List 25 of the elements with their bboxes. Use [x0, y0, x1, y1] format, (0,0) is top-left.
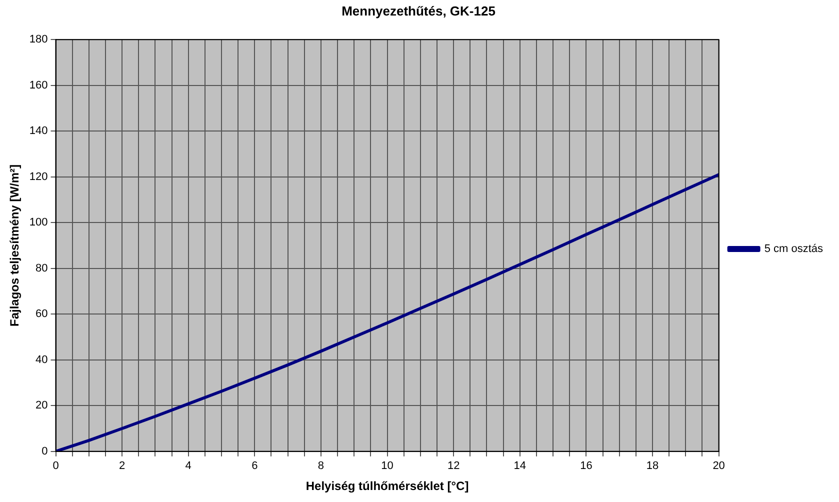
y-tick-label: 80 — [36, 262, 48, 274]
y-tick-label: 40 — [36, 354, 48, 366]
chart-title: Mennyezethűtés, GK-125 — [342, 3, 496, 18]
x-tick-label: 18 — [646, 460, 659, 472]
x-tick-label: 10 — [381, 460, 394, 472]
y-tick-label: 160 — [29, 79, 48, 92]
x-tick-label: 16 — [580, 460, 592, 472]
x-tick-label: 14 — [514, 460, 526, 472]
legend-label: 5 cm osztás — [764, 243, 824, 256]
y-tick-label: 140 — [29, 125, 48, 138]
y-tick-label: 100 — [29, 216, 48, 229]
x-tick-label: 2 — [118, 460, 126, 472]
y-tick-label: 20 — [36, 400, 48, 412]
x-tick-label: 4 — [185, 460, 192, 472]
x-tick-label: 20 — [712, 460, 725, 472]
y-axis-title: Fajlagos teljesítmény [W/m²] — [8, 164, 22, 327]
y-tick-label: 0 — [42, 445, 48, 458]
y-tick-label: 180 — [29, 34, 48, 46]
x-tick-label: 0 — [52, 460, 59, 472]
y-tick-label: 120 — [29, 170, 48, 183]
x-tick-label: 6 — [252, 460, 258, 472]
x-tick-label: 8 — [318, 460, 324, 472]
x-tick-label: 12 — [447, 460, 460, 472]
x-axis-title: Helyiség túlhőmérséklet [°C] — [306, 479, 469, 494]
y-tick-label: 60 — [36, 308, 48, 320]
